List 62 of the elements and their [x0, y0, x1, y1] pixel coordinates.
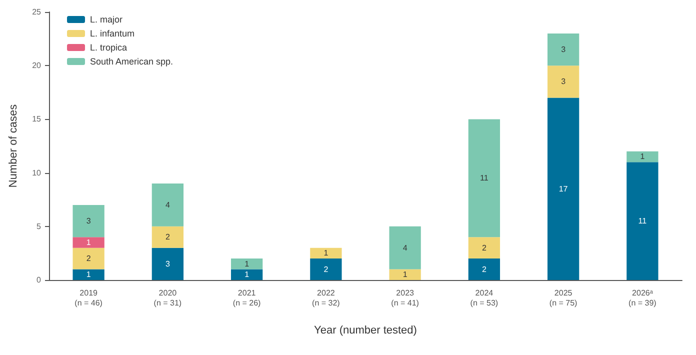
data-label: 1 — [402, 270, 408, 280]
bar — [310, 258, 342, 280]
bar — [72, 248, 104, 270]
bar — [152, 248, 184, 280]
bar — [547, 33, 580, 66]
y-tick-label: 5 — [36, 222, 42, 231]
y-tick-label: 20 — [32, 61, 42, 70]
data-label: 1 — [86, 270, 92, 280]
bar — [626, 162, 658, 280]
legend-label: L. major — [90, 14, 123, 24]
y-tick-label: 10 — [32, 168, 42, 178]
bar — [468, 258, 500, 280]
data-label: 4 — [165, 200, 170, 210]
legend-label: South American spp. — [90, 56, 174, 66]
y-tick-label: 0 — [36, 276, 42, 284]
bar — [389, 226, 421, 270]
data-label: 1 — [640, 152, 646, 162]
data-label: 3 — [561, 77, 566, 86]
bar — [72, 204, 104, 238]
x-tick-label: 2025 (n = 75) — [549, 288, 578, 308]
data-label: 4 — [402, 243, 408, 252]
data-label: 1 — [324, 248, 329, 258]
x-tick-label: 2020 (n = 31) — [154, 288, 182, 308]
bar — [468, 119, 500, 238]
bar — [389, 269, 421, 280]
x-tick-label: 2023 (n = 41) — [391, 288, 420, 308]
x-tick-label: 2021 (n = 26) — [232, 288, 262, 308]
data-label: 2 — [482, 264, 487, 274]
bar — [72, 269, 104, 280]
y-tick-label: 15 — [32, 114, 42, 124]
bar — [468, 237, 500, 259]
data-label: 2 — [482, 243, 487, 252]
data-label: 3 — [561, 45, 566, 54]
data-label: 3 — [86, 216, 92, 226]
data-label: 1 — [86, 238, 92, 247]
data-label: 11 — [638, 216, 648, 226]
bar — [72, 237, 104, 248]
legend-label: L. infantum — [90, 28, 135, 38]
y-tick-label: 25 — [32, 8, 42, 16]
data-label: 2 — [165, 232, 170, 242]
data-label: 2 — [324, 264, 329, 274]
data-label: 3 — [165, 259, 170, 268]
x-tick-label: 2019 (n = 46) — [74, 288, 103, 308]
bar — [152, 226, 184, 248]
data-label: 17 — [558, 184, 568, 194]
bar — [626, 151, 658, 162]
bar — [152, 184, 184, 226]
y-axis-title: Number of cases — [8, 104, 20, 188]
data-label: 1 — [244, 259, 250, 268]
legend-label: L. tropica — [90, 42, 128, 52]
bar — [547, 98, 580, 280]
x-tick-label: 2026ᵃ (n = 39) — [628, 288, 657, 308]
x-tick-label: 2022 (n = 32) — [312, 288, 340, 308]
bar — [230, 258, 263, 270]
data-label: 1 — [244, 270, 250, 280]
bar — [547, 66, 580, 98]
bar — [230, 269, 263, 280]
x-tick-label: 2024 (n = 53) — [470, 288, 498, 308]
x-axis-title: Year (number tested) — [314, 324, 417, 336]
data-label: 2 — [86, 254, 92, 264]
data-label: 11 — [480, 174, 489, 183]
bar — [310, 248, 342, 259]
